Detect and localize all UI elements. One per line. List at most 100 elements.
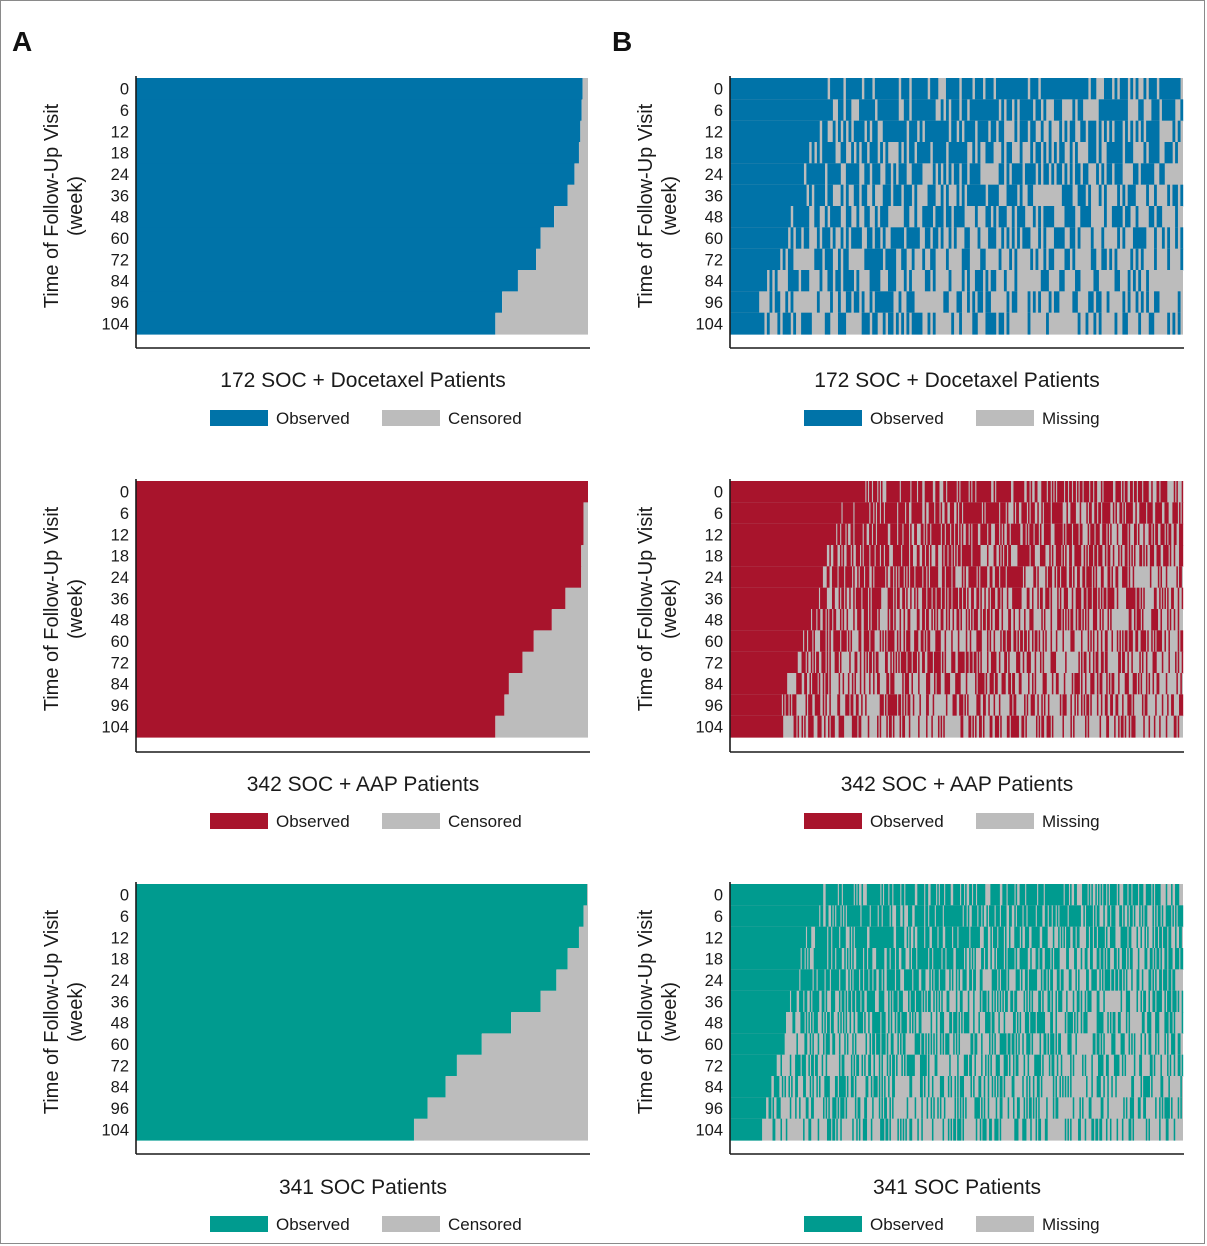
observed-cell	[974, 948, 976, 970]
observed-cell	[1015, 969, 1020, 992]
observed-cell	[971, 609, 973, 631]
observed-cell	[1135, 206, 1139, 228]
observed-cell	[892, 1076, 895, 1098]
observed-cell	[830, 969, 840, 992]
observed-cell	[1161, 694, 1164, 717]
y-tick-label: 36	[111, 993, 129, 1011]
observed-cell	[1131, 1033, 1133, 1056]
observed-cell	[1022, 651, 1025, 674]
observed-cell	[994, 523, 1000, 546]
observed-cell	[931, 1118, 934, 1141]
y-tick-label: 18	[705, 548, 723, 566]
observed-cell	[810, 651, 813, 674]
observed-cell	[1177, 1097, 1180, 1120]
observed-cell	[866, 651, 868, 674]
observed-cell	[1013, 694, 1017, 717]
observed-cell	[909, 270, 912, 292]
observed-cell	[898, 651, 900, 674]
observed-cell	[1103, 206, 1107, 228]
observed-cell	[814, 206, 820, 228]
observed-cells-week-96	[136, 1097, 428, 1120]
observed-cell	[1153, 715, 1156, 738]
observed-cell	[1145, 1118, 1148, 1141]
observed-cell	[1072, 248, 1076, 271]
observed-cell	[787, 248, 794, 271]
observed-cell	[1083, 1012, 1088, 1034]
y-tick-label: 60	[111, 633, 129, 651]
observed-cell	[878, 1097, 881, 1120]
observed-cell	[975, 1118, 978, 1141]
observed-cell	[1091, 1054, 1093, 1077]
y-tick-label: 72	[111, 654, 129, 672]
observed-cell	[1146, 291, 1149, 314]
observed-cell	[1098, 312, 1102, 335]
observed-cell	[935, 1033, 938, 1056]
observed-cell	[998, 206, 1007, 228]
observed-cell	[1122, 184, 1126, 207]
y-tick-label: 6	[120, 102, 129, 120]
observed-cell	[854, 884, 857, 906]
observed-cell	[1161, 905, 1164, 928]
observed-cell	[1164, 1097, 1170, 1120]
legend-label-observed: Observed	[870, 812, 944, 831]
observed-cell	[952, 587, 959, 610]
observed-cell	[1037, 566, 1039, 589]
observed-cell	[955, 523, 959, 546]
observed-cells-week-12	[136, 120, 581, 143]
observed-cell	[918, 651, 920, 674]
observed-cell	[948, 270, 952, 292]
observed-cell	[1129, 1097, 1135, 1120]
observed-cell	[1124, 545, 1128, 567]
observed-cell	[1087, 523, 1090, 546]
observed-cell	[1026, 884, 1038, 906]
observed-cell	[990, 651, 997, 674]
observed-cell	[846, 523, 849, 546]
observed-cell	[855, 587, 862, 610]
observed-cell	[856, 948, 864, 970]
observed-cell	[1077, 227, 1081, 250]
observed-cell	[1039, 587, 1043, 610]
observed-cell	[782, 312, 791, 335]
observed-cell	[854, 502, 870, 525]
observed-cell	[877, 523, 888, 546]
observed-cell	[944, 673, 951, 695]
observed-cell	[845, 163, 860, 186]
observed-cell	[872, 1012, 881, 1034]
observed-cell	[949, 1012, 953, 1034]
observed-cell	[1145, 651, 1148, 674]
observed-cell	[945, 1033, 950, 1056]
observed-cell	[853, 184, 860, 207]
observed-cell	[790, 291, 794, 314]
observed-cell	[1022, 1118, 1027, 1141]
observed-cell	[1081, 651, 1083, 674]
observed-cell	[999, 1076, 1003, 1098]
observed-cell	[834, 1076, 838, 1098]
observed-cell	[927, 990, 931, 1013]
observed-cell	[852, 1033, 854, 1056]
observed-cell	[1112, 502, 1115, 525]
observed-cell	[804, 673, 808, 695]
observed-cell	[730, 481, 866, 503]
observed-cell	[1165, 523, 1168, 546]
legend-swatch-censored	[382, 410, 440, 426]
y-tick-label: 0	[120, 887, 129, 905]
observed-cell	[1140, 630, 1147, 653]
observed-cell	[990, 120, 997, 143]
observed-cell	[869, 651, 872, 674]
observed-cell	[907, 609, 911, 631]
observed-cell	[975, 715, 977, 738]
observed-cell	[951, 120, 957, 143]
observed-cell	[1015, 948, 1018, 970]
observed-cell	[1140, 163, 1155, 186]
observed-cell	[911, 99, 936, 122]
observed-cell	[1180, 673, 1182, 695]
observed-cell	[730, 227, 789, 250]
observed-cell	[1065, 609, 1067, 631]
observed-cell	[958, 1033, 961, 1056]
observed-cell	[1020, 926, 1023, 949]
censored-cells-week-0	[582, 78, 588, 100]
observed-cell	[1001, 969, 1007, 992]
observed-cell	[808, 948, 810, 970]
observed-cell	[898, 502, 906, 525]
observed-cell	[1066, 948, 1069, 970]
